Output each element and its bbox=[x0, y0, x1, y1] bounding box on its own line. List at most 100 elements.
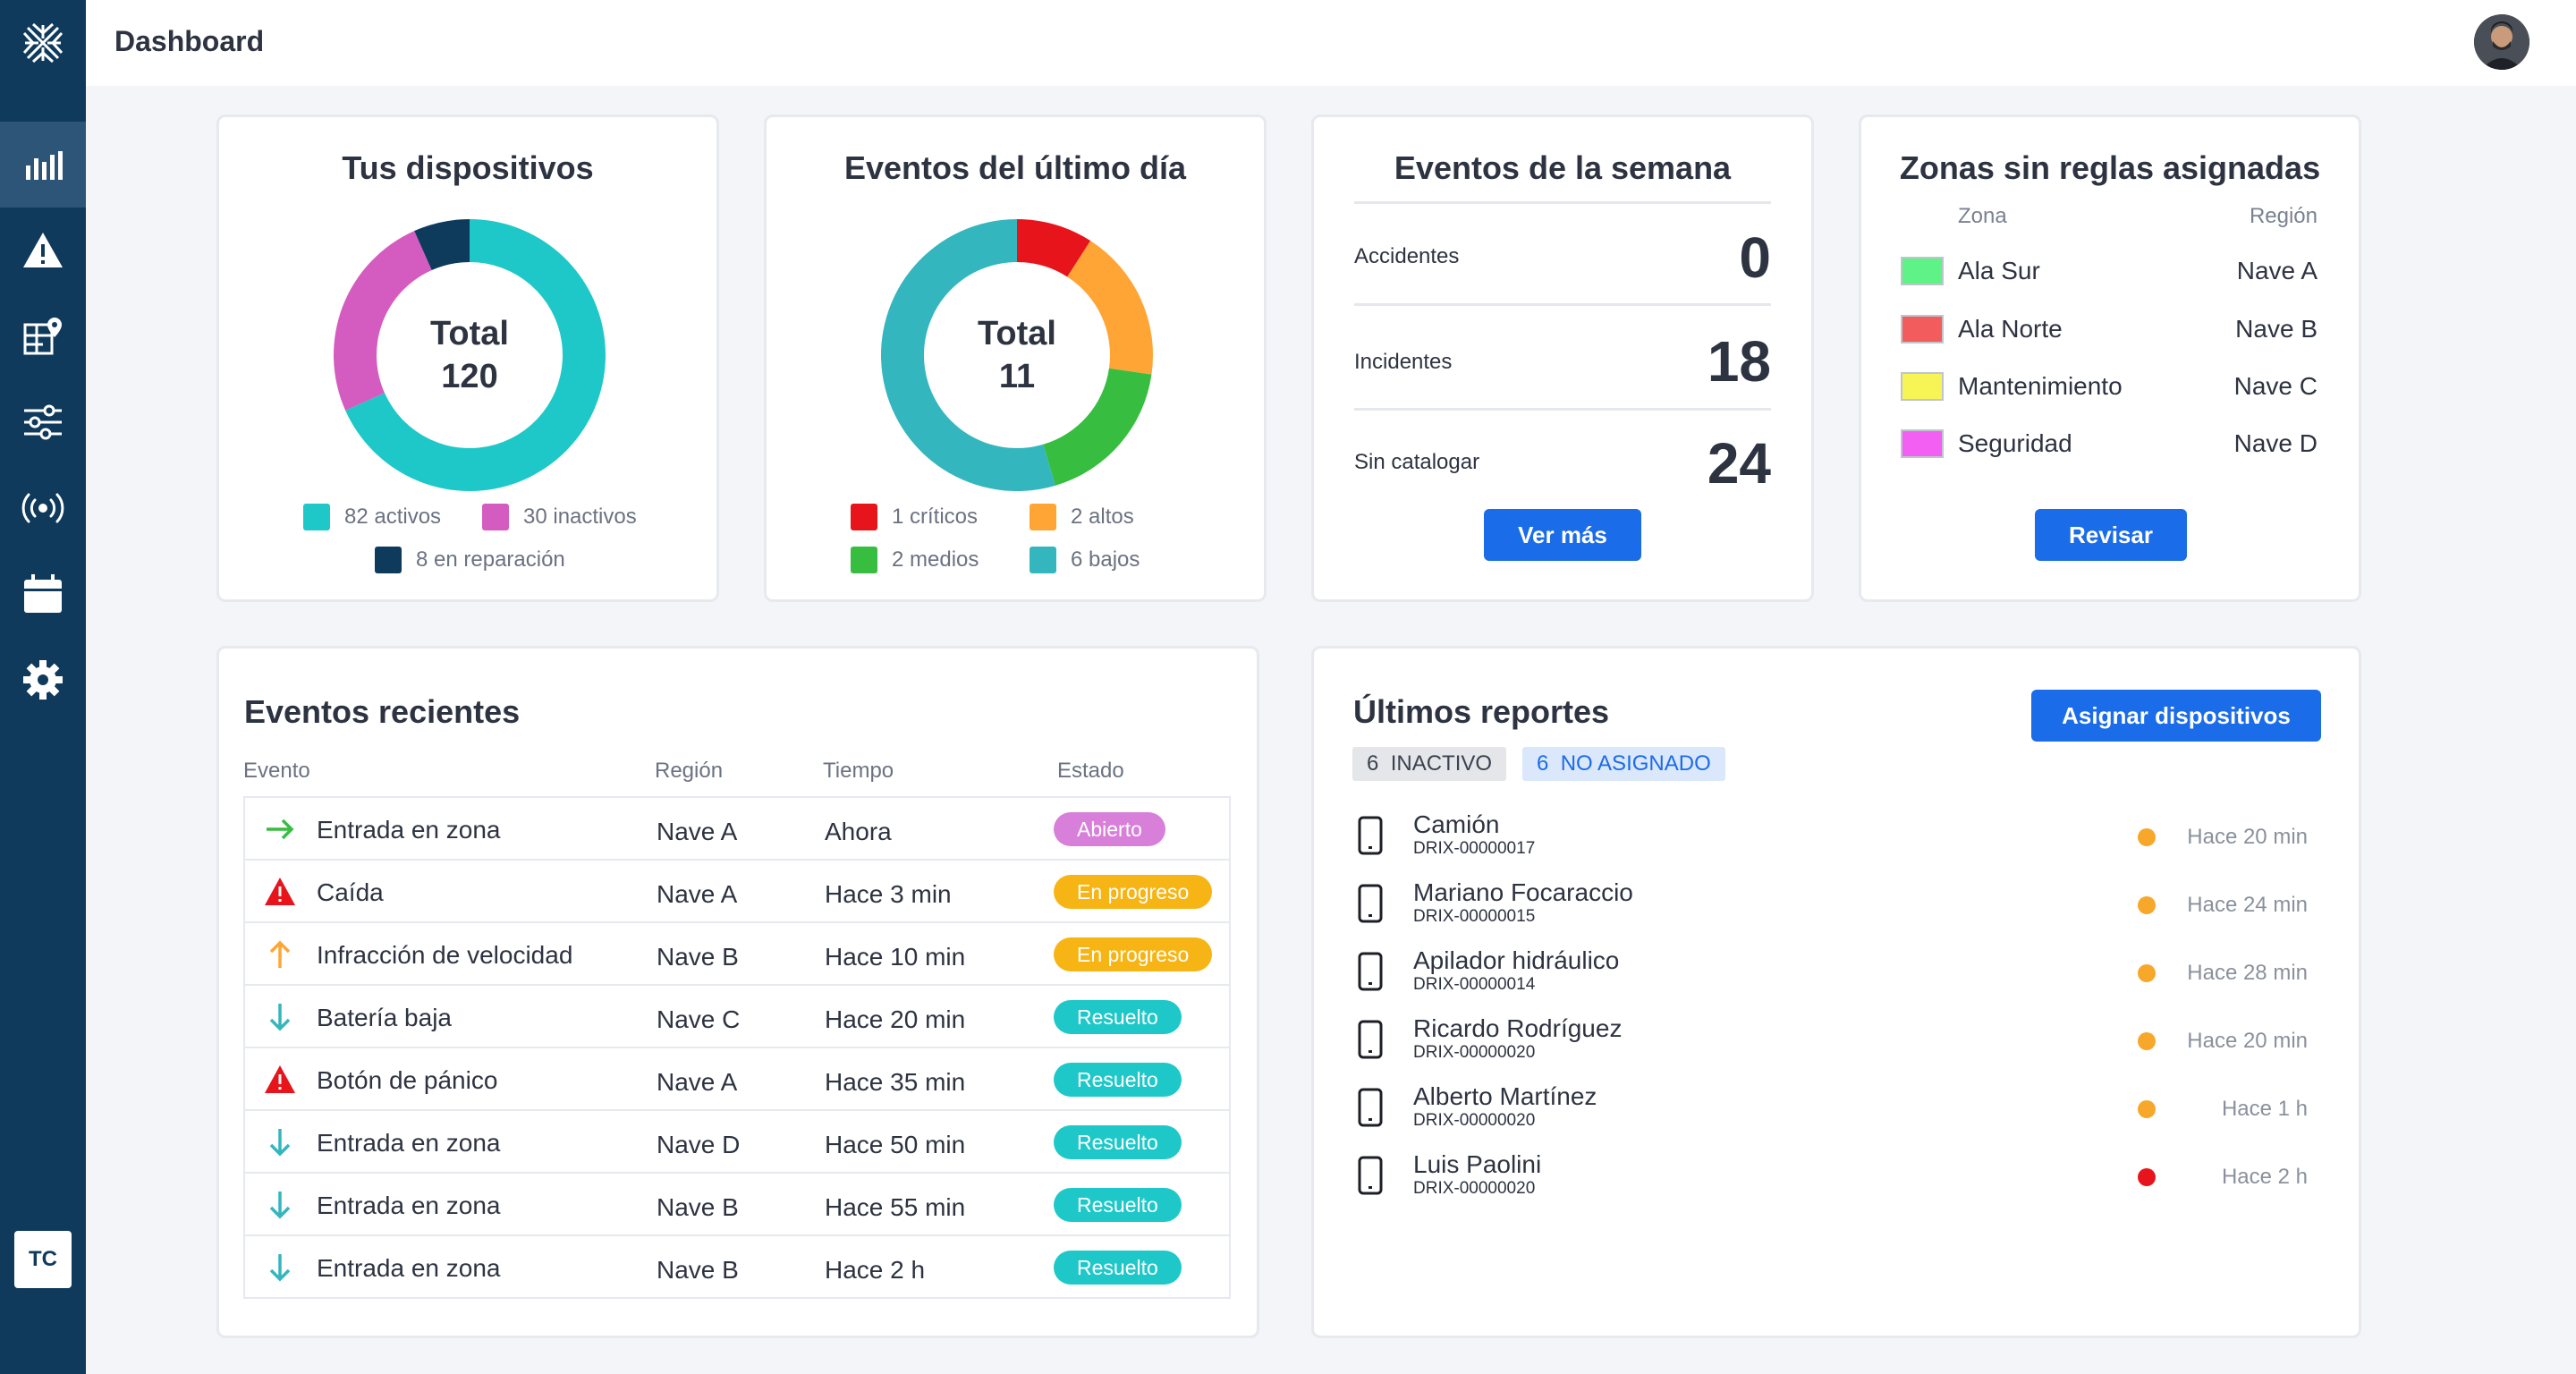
inactive-filter-chip[interactable]: 6 INACTIVO bbox=[1352, 747, 1507, 781]
device-id: DRIX-00000014 bbox=[1413, 975, 1536, 994]
column-header-region: Región bbox=[655, 759, 724, 783]
daily-events-donut-chart bbox=[880, 219, 1153, 491]
map-icon[interactable] bbox=[0, 293, 86, 379]
zones-column-region: Región bbox=[2249, 204, 2318, 228]
status-badge[interactable]: Resuelto bbox=[1054, 1000, 1182, 1034]
event-name: Batería baja bbox=[317, 1004, 452, 1031]
device-name: Luis Paolini bbox=[1413, 1150, 1542, 1178]
arrow-down-icon bbox=[269, 1004, 291, 1031]
devices-slice-1 bbox=[334, 231, 432, 411]
status-dot bbox=[2138, 964, 2156, 982]
event-region: Nave A bbox=[657, 1068, 738, 1096]
legend-label-medium: 2 medios bbox=[892, 547, 979, 572]
alert-icon[interactable] bbox=[0, 208, 86, 293]
daily-events-slice-3 bbox=[880, 219, 1055, 491]
report-row[interactable]: Mariano Focaraccio DRIX-00000015 Hace 24… bbox=[1352, 873, 2317, 941]
chip-label: INACTIVO bbox=[1390, 751, 1493, 776]
avatar[interactable] bbox=[2474, 14, 2529, 70]
event-region: Nave A bbox=[657, 818, 738, 845]
event-region: Nave B bbox=[657, 1256, 739, 1284]
zone-color-swatch bbox=[1901, 257, 1944, 285]
report-row[interactable]: Camión DRIX-00000017 Hace 20 min bbox=[1352, 805, 2317, 873]
column-header-event: Evento bbox=[243, 759, 310, 783]
device-name: Alberto Martínez bbox=[1413, 1082, 1597, 1110]
device-name: Mariano Focaraccio bbox=[1413, 878, 1633, 906]
legend-swatch-high bbox=[1030, 504, 1056, 530]
user-initials-badge[interactable]: TC bbox=[14, 1231, 72, 1288]
status-badge[interactable]: Abierto bbox=[1054, 812, 1165, 846]
legend-label-low: 6 bajos bbox=[1071, 547, 1140, 572]
gear-icon[interactable] bbox=[0, 637, 86, 723]
unassigned-filter-chip[interactable]: 6 NO ASIGNADO bbox=[1522, 747, 1725, 781]
zone-name: Ala Norte bbox=[1958, 315, 2063, 343]
status-badge[interactable]: En progreso bbox=[1054, 937, 1213, 971]
recent-events-card: Eventos recientes bbox=[216, 646, 1259, 1338]
table-row[interactable]: Batería baja Nave C Hace 20 min Resuelto bbox=[245, 986, 1229, 1048]
table-row[interactable]: Caída Nave A Hace 3 min En progreso bbox=[245, 861, 1229, 923]
zone-region: Nave D bbox=[2233, 429, 2318, 457]
event-name: Botón de pánico bbox=[317, 1066, 498, 1094]
legend-swatch-critical bbox=[851, 504, 877, 530]
logo-icon[interactable] bbox=[0, 0, 86, 86]
broadcast-icon[interactable] bbox=[0, 465, 86, 551]
legend-label-active: 82 activos bbox=[344, 505, 442, 529]
table-row[interactable]: Entrada en zona Nave A Ahora Abierto bbox=[245, 798, 1229, 861]
event-name: Infracción de velocidad bbox=[317, 941, 573, 969]
devices-slice-2 bbox=[414, 219, 470, 270]
arrow-right-icon bbox=[267, 818, 294, 840]
report-row[interactable]: Apilador hidráulico DRIX-00000014 Hace 2… bbox=[1352, 941, 2317, 1009]
week-row-label: Incidentes bbox=[1354, 350, 1453, 374]
device-id: DRIX-00000020 bbox=[1413, 1043, 1536, 1062]
report-row[interactable]: Alberto Martínez DRIX-00000020 Hace 1 h bbox=[1352, 1077, 2317, 1145]
status-badge[interactable]: Resuelto bbox=[1054, 1251, 1182, 1285]
zone-color-swatch bbox=[1901, 315, 1944, 344]
event-time: Ahora bbox=[825, 818, 892, 845]
zone-name: Seguridad bbox=[1958, 429, 2072, 457]
device-id: DRIX-00000015 bbox=[1413, 907, 1536, 926]
sliders-icon[interactable] bbox=[0, 379, 86, 465]
table-row[interactable]: Entrada en zona Nave B Hace 2 h Resuelto bbox=[245, 1236, 1229, 1299]
status-badge[interactable]: Resuelto bbox=[1054, 1188, 1182, 1222]
status-badge[interactable]: En progreso bbox=[1054, 875, 1213, 909]
daily-events-title: Eventos del último día bbox=[843, 149, 1187, 186]
status-badge[interactable]: Resuelto bbox=[1054, 1125, 1182, 1159]
calendar-icon[interactable] bbox=[0, 551, 86, 637]
report-row[interactable]: Luis Paolini DRIX-00000020 Hace 2 h bbox=[1352, 1145, 2317, 1213]
table-row[interactable]: Botón de pánico Nave A Hace 35 min Resue… bbox=[245, 1048, 1229, 1111]
report-time: Hace 20 min bbox=[2187, 825, 2308, 849]
table-row[interactable]: Infracción de velocidad Nave B Hace 10 m… bbox=[245, 923, 1229, 986]
report-time: Hace 1 h bbox=[2221, 1097, 2308, 1121]
top-header bbox=[86, 0, 2576, 86]
legend-swatch-active bbox=[303, 504, 330, 530]
column-header-status: Estado bbox=[1057, 759, 1124, 783]
event-time: Hace 2 h bbox=[825, 1256, 926, 1284]
table-row[interactable]: Entrada en zona Nave B Hace 55 min Resue… bbox=[245, 1174, 1229, 1236]
revisar-button[interactable]: Revisar bbox=[2035, 509, 2187, 561]
assign-devices-button[interactable]: Asignar dispositivos bbox=[2031, 690, 2321, 742]
devices-card: Tus dispositivos Total 120 82 activos 30… bbox=[216, 114, 719, 602]
status-dot bbox=[2138, 1168, 2156, 1186]
arrow-down-icon bbox=[269, 1129, 291, 1157]
device-name: Ricardo Rodríguez bbox=[1413, 1014, 1623, 1042]
event-name: Entrada en zona bbox=[317, 1192, 501, 1219]
warning-icon bbox=[265, 878, 295, 905]
devices-title: Tus dispositivos bbox=[342, 149, 594, 186]
status-badge[interactable]: Resuelto bbox=[1054, 1063, 1182, 1097]
ver-mas-button[interactable]: Ver más bbox=[1484, 509, 1641, 561]
analytics-icon[interactable] bbox=[0, 122, 86, 208]
report-row[interactable]: Ricardo Rodríguez DRIX-00000020 Hace 20 … bbox=[1352, 1009, 2317, 1077]
arrow-up-icon bbox=[269, 940, 291, 968]
status-dot bbox=[2138, 1032, 2156, 1050]
table-row[interactable]: Entrada en zona Nave D Hace 50 min Resue… bbox=[245, 1111, 1229, 1174]
report-time: Hace 24 min bbox=[2187, 893, 2308, 917]
week-row-value: 18 bbox=[1707, 329, 1771, 394]
event-region: Nave C bbox=[657, 1005, 741, 1033]
phone-icon bbox=[1358, 952, 1383, 991]
zone-region: Nave C bbox=[2233, 372, 2318, 400]
page-title: Dashboard bbox=[114, 25, 265, 57]
legend-label-critical: 1 críticos bbox=[892, 505, 979, 529]
device-id: DRIX-00000020 bbox=[1413, 1111, 1536, 1130]
divider bbox=[1354, 408, 1771, 411]
zones-card: Zonas sin reglas asignadas Zona Región A… bbox=[1859, 114, 2361, 602]
report-time: Hace 28 min bbox=[2187, 961, 2308, 985]
